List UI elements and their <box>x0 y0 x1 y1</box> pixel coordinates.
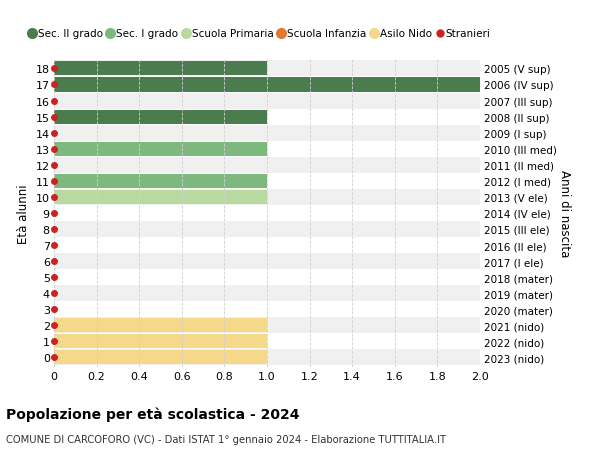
Bar <box>54 335 267 349</box>
Bar <box>54 237 480 253</box>
Bar <box>54 61 480 77</box>
Bar <box>54 318 480 334</box>
Bar <box>54 93 480 109</box>
Bar <box>54 285 480 302</box>
Bar <box>54 141 480 157</box>
Bar <box>54 78 480 92</box>
Bar <box>54 125 480 141</box>
Bar <box>54 157 480 174</box>
Bar <box>54 142 267 157</box>
Bar <box>54 334 480 350</box>
Legend: Sec. II grado, Sec. I grado, Scuola Primaria, Scuola Infanzia, Asilo Nido, Stran: Sec. II grado, Sec. I grado, Scuola Prim… <box>25 25 494 43</box>
Bar <box>54 174 480 190</box>
Bar <box>54 350 480 366</box>
Bar <box>54 269 480 285</box>
Bar <box>54 77 480 93</box>
Text: COMUNE DI CARCOFORO (VC) - Dati ISTAT 1° gennaio 2024 - Elaborazione TUTTITALIA.: COMUNE DI CARCOFORO (VC) - Dati ISTAT 1°… <box>6 434 446 444</box>
Bar <box>54 319 267 333</box>
Bar <box>54 174 267 189</box>
Bar <box>54 109 480 125</box>
Bar <box>54 302 480 318</box>
Bar <box>54 110 267 124</box>
Y-axis label: Età alunni: Età alunni <box>17 184 30 243</box>
Text: Popolazione per età scolastica - 2024: Popolazione per età scolastica - 2024 <box>6 406 299 421</box>
Bar <box>54 351 267 364</box>
Bar <box>54 190 267 204</box>
Bar <box>54 253 480 269</box>
Bar <box>54 190 480 206</box>
Bar <box>54 62 267 76</box>
Bar <box>54 206 480 221</box>
Y-axis label: Anni di nascita: Anni di nascita <box>558 170 571 257</box>
Bar <box>54 221 480 237</box>
